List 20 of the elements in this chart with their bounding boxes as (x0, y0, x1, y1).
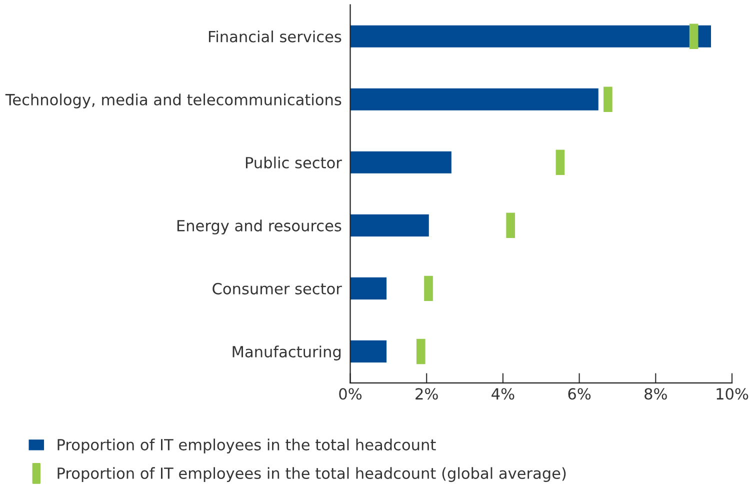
x-tick-label: 0% (339, 388, 362, 400)
y-tick-label: Public sector (246, 156, 342, 168)
bar (350, 151, 452, 174)
y-tick-label: Financial services (208, 30, 342, 42)
y-tick-label: Consumer sector (212, 282, 342, 294)
x-tick-label: 10% (716, 388, 748, 400)
legend-label: Proportion of IT employees in the total headcount (58, 438, 436, 454)
bar (350, 214, 429, 236)
x-tick-label: 8% (644, 388, 667, 400)
x-tick-label: 4% (492, 388, 514, 400)
y-tick-label: Energy and resources (177, 220, 342, 234)
x-tick-label: 2% (416, 388, 438, 400)
x-tick-label: 6% (568, 388, 591, 400)
y-tick-label: Technology, media and telecommunications (5, 94, 342, 108)
bar (350, 25, 712, 48)
bar (350, 277, 387, 300)
legend-label: Proportion of IT employees in the total headcount (global average) (58, 467, 566, 482)
bar (350, 340, 387, 362)
bar (350, 88, 598, 110)
y-tick-label: Manufacturing (232, 346, 341, 360)
